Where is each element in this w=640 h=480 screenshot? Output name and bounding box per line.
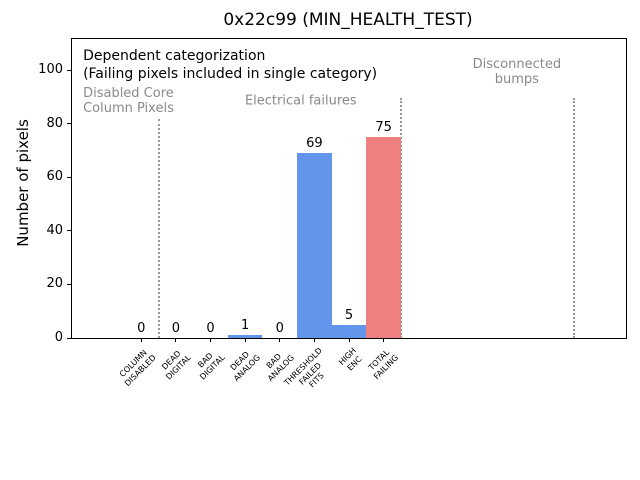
y-tick-label-20: 20: [46, 276, 63, 292]
y-tick-label-0: 0: [54, 330, 63, 345]
x-tick-label-text: HIGH ENC: [337, 346, 364, 373]
x-tick-label-text: COLUMN DISABLED: [117, 348, 158, 388]
y-tick-mark: [67, 283, 71, 285]
bar-total-failing: [366, 137, 401, 338]
bar-value-label-dead-digital: 0: [171, 321, 181, 336]
x-tick-label-text: TOTAL FAILING: [366, 347, 400, 381]
plot-area: 0 0 0 1 0 69 5 75 Dependent categorization (Fail…: [71, 38, 627, 339]
x-tick-label-text: BAD DIGITAL: [196, 351, 227, 382]
x-tick-mark: [313, 338, 315, 342]
y-tick-mark: [67, 123, 71, 125]
bar-value-label-total-failing: 75: [375, 120, 392, 136]
y-tick-label-100: 100: [38, 62, 63, 78]
x-tick-mark: [279, 338, 281, 342]
x-tick-mark: [383, 338, 385, 342]
bar-high-enc: [331, 324, 367, 338]
y-tick-mark: [67, 230, 71, 232]
bar-value-label-bad-digital: 0: [206, 321, 215, 336]
x-tick-mark: [244, 338, 246, 342]
bar-dead-analog: [227, 335, 263, 338]
y-tick-mark: [67, 337, 71, 339]
x-tick-label-text: DEAD ANALOG: [228, 349, 262, 383]
x-tick-mark: [175, 338, 177, 342]
region-label-disconnected: Disconnected bumps: [472, 56, 562, 87]
region-label-electrical: Electrical failures: [244, 93, 357, 109]
bar-threshold-failed-fits: [297, 153, 332, 338]
y-tick-label-40: 40: [46, 222, 63, 238]
y-tick-mark: [67, 69, 71, 71]
y-tick-label-80: 80: [46, 115, 63, 131]
bar-value-label-column-disabled: 0: [137, 321, 146, 336]
y-tick-label-60: 60: [46, 169, 63, 185]
x-tick-mark: [210, 338, 211, 342]
bar-value-label-bad-analog: 0: [275, 321, 284, 336]
bar-value-label-high-enc: 5: [344, 307, 354, 323]
separator-line-3: [573, 97, 576, 338]
bar-value-label-dead-analog: 1: [240, 318, 250, 334]
x-tick-mark: [348, 338, 350, 342]
dependent-categorization-line2: (Failing pixels included in single categ…: [83, 65, 378, 82]
separator-line-1: [157, 118, 160, 338]
chart-title: 0x22c99 (MIN_HEALTH_TEST): [223, 10, 473, 30]
x-tick-mark: [140, 338, 142, 342]
y-tick-mark: [67, 176, 71, 178]
region-label-disabled-core: Disabled Core Column Pixels: [83, 85, 174, 116]
x-tick-label-text: DEAD DIGITAL: [159, 348, 193, 382]
bar-value-label-threshold-failed-fits: 69: [306, 136, 323, 152]
dependent-categorization-line1: Dependent categorization: [83, 47, 266, 64]
separator-line-2: [399, 97, 402, 338]
